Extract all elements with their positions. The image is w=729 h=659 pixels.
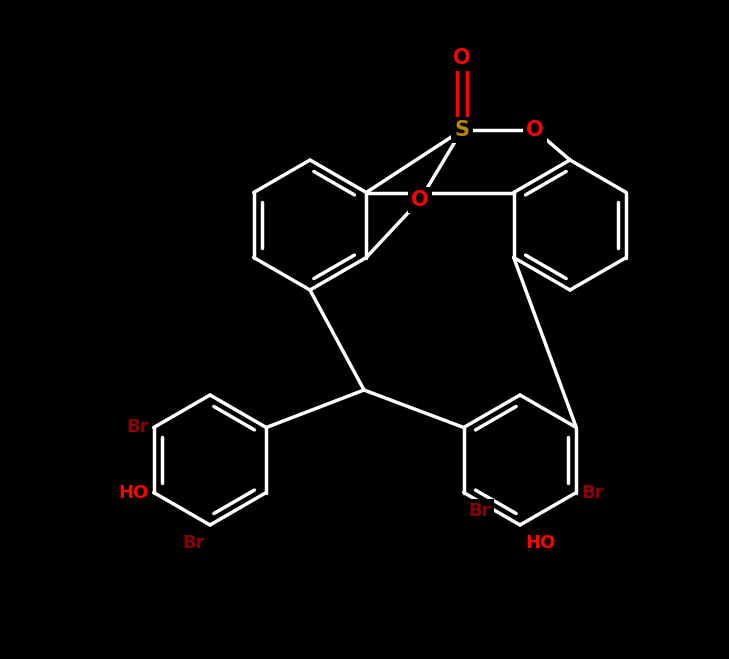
Text: HO: HO	[525, 534, 555, 552]
Text: O: O	[411, 190, 429, 210]
Text: Br: Br	[182, 534, 205, 552]
Text: Br: Br	[581, 484, 604, 501]
Text: HO: HO	[118, 484, 149, 501]
Text: O: O	[453, 48, 471, 68]
Text: O: O	[526, 120, 544, 140]
Text: Br: Br	[469, 501, 491, 519]
Text: Br: Br	[126, 418, 149, 436]
Text: S: S	[454, 120, 469, 140]
